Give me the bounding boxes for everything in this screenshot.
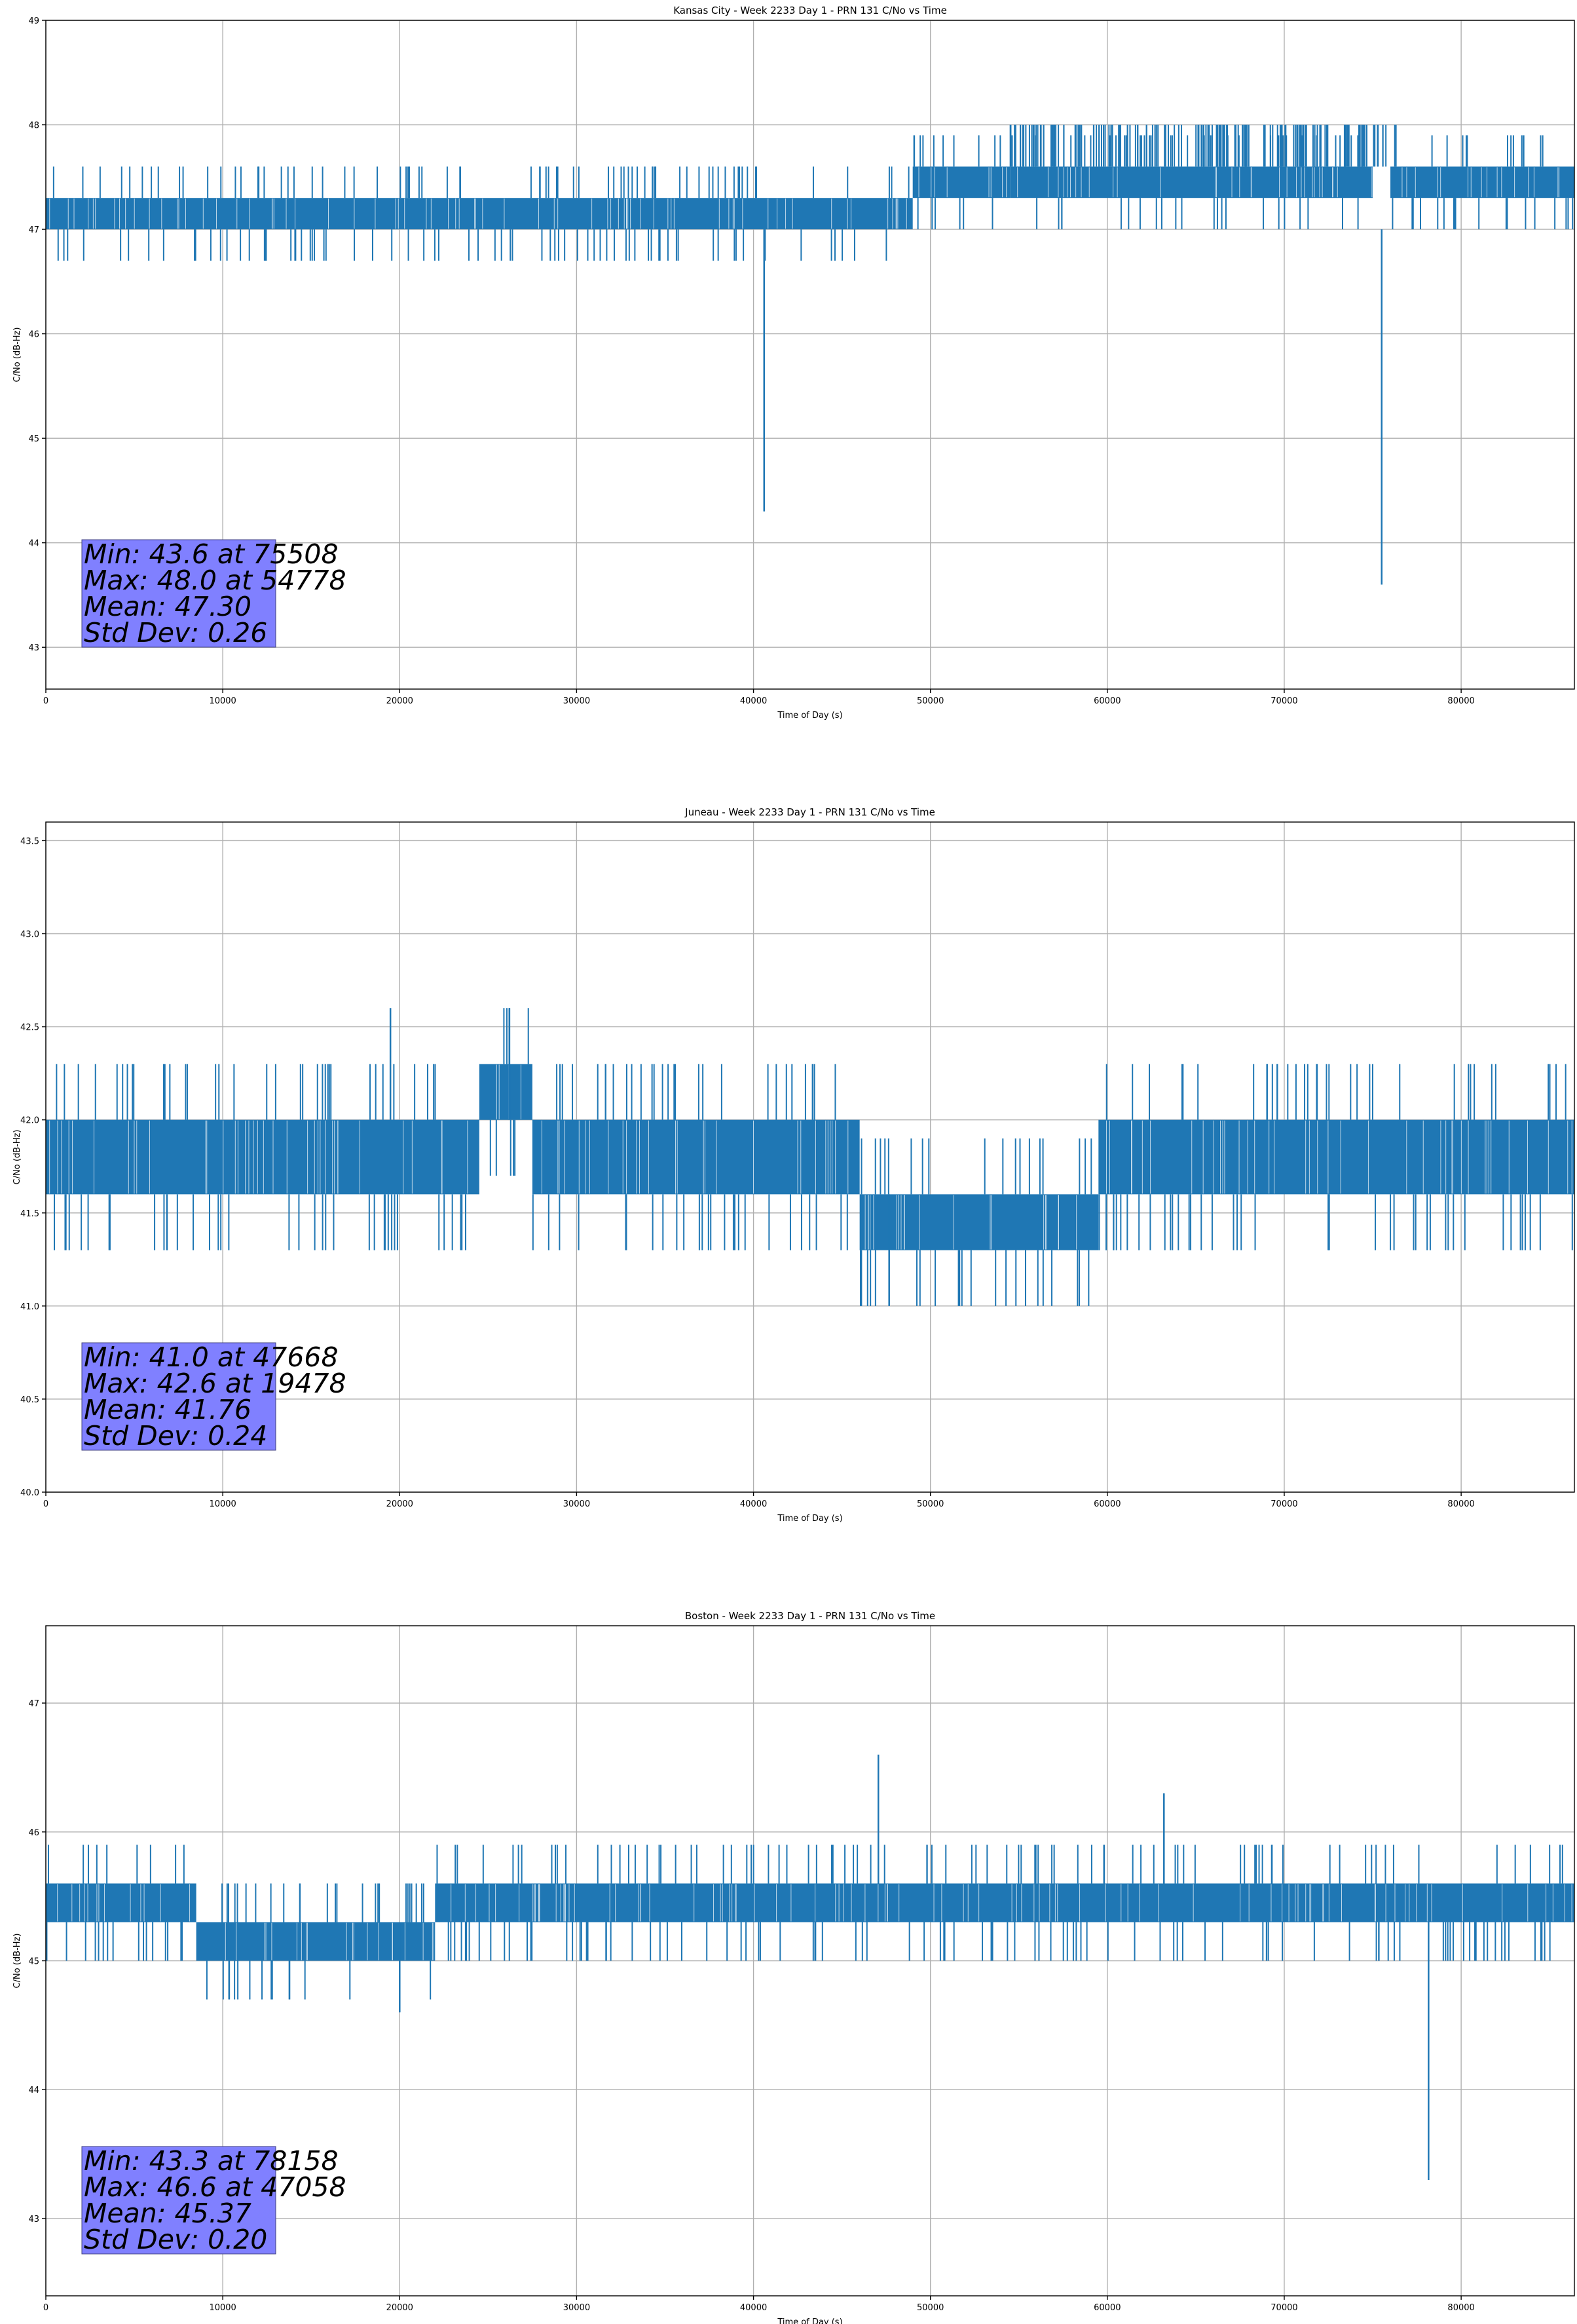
x-tick-label: 20000 bbox=[386, 696, 413, 706]
y-axis-label: C/No (dB-Hz) bbox=[12, 328, 22, 383]
y-tick-label: 42.5 bbox=[20, 1023, 39, 1033]
x-tick-label: 50000 bbox=[917, 2303, 944, 2313]
series-line bbox=[46, 1008, 1574, 1306]
y-tick-label: 49 bbox=[28, 16, 39, 26]
axes-frame bbox=[45, 821, 1575, 1493]
y-axis-label: C/No (dB-Hz) bbox=[12, 1130, 22, 1185]
chart-title: Juneau - Week 2233 Day 1 - PRN 131 C/No … bbox=[684, 806, 935, 818]
x-tick-label: 30000 bbox=[563, 696, 590, 706]
y-tick-label: 43 bbox=[28, 2215, 39, 2224]
chart-2: 0 10000 20000 30000 40000 50000 60000 70000 8000… bbox=[12, 806, 1575, 1524]
x-tick-label: 80000 bbox=[1447, 1499, 1474, 1509]
data-band bbox=[859, 1194, 1099, 1250]
data-band bbox=[435, 1883, 1574, 1922]
y-tick-label: 42.0 bbox=[20, 1116, 39, 1126]
stats-line: Max: 42.6 at 19478 bbox=[84, 1368, 346, 1399]
x-tick-label: 10000 bbox=[209, 2303, 236, 2313]
x-tick-label: 50000 bbox=[917, 1499, 944, 1509]
series-line bbox=[46, 124, 1574, 585]
data-band bbox=[46, 1883, 196, 1922]
data-band bbox=[1390, 166, 1574, 198]
stats-line: Min: 41.0 at 47668 bbox=[84, 1341, 339, 1373]
data-band bbox=[532, 1119, 860, 1195]
y-tick-label: 46 bbox=[28, 1828, 39, 1838]
data-band bbox=[1098, 1119, 1574, 1195]
stats-box bbox=[81, 1342, 276, 1451]
y-tick-label: 45 bbox=[28, 434, 39, 444]
x-tick-label: 0 bbox=[43, 2303, 48, 2313]
x-tick-label: 40000 bbox=[740, 2303, 767, 2313]
x-tick-label: 30000 bbox=[563, 1499, 590, 1509]
x-tick-label: 70000 bbox=[1271, 1499, 1297, 1509]
y-tick-label: 41.5 bbox=[20, 1209, 39, 1219]
y-tick-label: 45 bbox=[28, 1957, 39, 1967]
y-tick-label: 43 bbox=[28, 643, 39, 653]
y-tick-label: 46 bbox=[28, 330, 39, 340]
y-tick-label: 43.5 bbox=[20, 836, 39, 846]
x-tick-label: 10000 bbox=[209, 1499, 236, 1509]
stats-box bbox=[81, 2146, 276, 2255]
stats-line: Mean: 45.37 bbox=[84, 2198, 251, 2229]
y-tick-label: 43.0 bbox=[20, 930, 39, 940]
x-tick-label: 70000 bbox=[1271, 696, 1297, 706]
x-tick-label: 0 bbox=[43, 1499, 48, 1509]
y-tick-label: 47 bbox=[28, 1699, 39, 1709]
stats-line: Max: 46.6 at 47058 bbox=[84, 2171, 346, 2203]
x-tick-label: 50000 bbox=[917, 696, 944, 706]
series-line bbox=[46, 1754, 1574, 2180]
chart-title: Boston - Week 2233 Day 1 - PRN 131 C/No … bbox=[685, 1610, 935, 1622]
stats-line: Mean: 41.76 bbox=[84, 1394, 251, 1425]
x-tick-label: 0 bbox=[43, 696, 48, 706]
x-tick-label: 40000 bbox=[740, 1499, 767, 1509]
data-band bbox=[46, 198, 913, 230]
axes-frame bbox=[45, 20, 1575, 690]
x-tick-label: 20000 bbox=[386, 1499, 413, 1509]
y-tick-label: 41.0 bbox=[20, 1302, 39, 1312]
stats-line: Std Dev: 0.20 bbox=[84, 2224, 267, 2255]
y-tick-label: 40.0 bbox=[20, 1488, 39, 1498]
data-band bbox=[1010, 166, 1373, 198]
data-band bbox=[912, 166, 1011, 198]
stats-line: Std Dev: 0.26 bbox=[84, 617, 267, 648]
x-tick-label: 60000 bbox=[1094, 696, 1121, 706]
y-tick-label: 44 bbox=[28, 2086, 39, 2095]
stats-box bbox=[81, 539, 276, 648]
x-tick-label: 20000 bbox=[386, 2303, 413, 2313]
axes-frame bbox=[45, 1625, 1575, 2296]
x-tick-label: 60000 bbox=[1094, 2303, 1121, 2313]
x-tick-label: 40000 bbox=[740, 696, 767, 706]
x-axis-label: Time of Day (s) bbox=[777, 2317, 842, 2324]
x-tick-label: 80000 bbox=[1447, 2303, 1474, 2313]
y-tick-label: 44 bbox=[28, 539, 39, 549]
y-tick-label: 48 bbox=[28, 121, 39, 131]
y-axis-label: C/No (dB-Hz) bbox=[12, 1934, 22, 1989]
stats-line: Std Dev: 0.24 bbox=[84, 1420, 267, 1452]
data-band bbox=[46, 1119, 479, 1195]
x-axis-label: Time of Day (s) bbox=[777, 1514, 842, 1524]
y-tick-label: 40.5 bbox=[20, 1395, 39, 1405]
x-axis-label: Time of Day (s) bbox=[777, 711, 842, 721]
stats-line: Max: 48.0 at 54778 bbox=[84, 565, 346, 596]
chart-3: 0 10000 20000 30000 40000 50000 60000 70000 8000… bbox=[12, 1610, 1575, 2324]
chart-1: 0 10000 20000 30000 40000 50000 60000 70000 8000… bbox=[12, 5, 1575, 721]
x-tick-label: 60000 bbox=[1094, 1499, 1121, 1509]
x-tick-label: 30000 bbox=[563, 2303, 590, 2313]
data-band bbox=[479, 1064, 532, 1120]
x-tick-label: 70000 bbox=[1271, 2303, 1297, 2313]
stats-line: Min: 43.3 at 78158 bbox=[84, 2145, 339, 2177]
y-tick-label: 47 bbox=[28, 225, 39, 235]
x-tick-label: 80000 bbox=[1447, 696, 1474, 706]
chart-title: Kansas City - Week 2233 Day 1 - PRN 131 … bbox=[673, 5, 947, 16]
x-tick-label: 10000 bbox=[209, 696, 236, 706]
stats-line: Mean: 47.30 bbox=[84, 591, 251, 622]
stats-line: Min: 43.6 at 75508 bbox=[84, 538, 339, 570]
